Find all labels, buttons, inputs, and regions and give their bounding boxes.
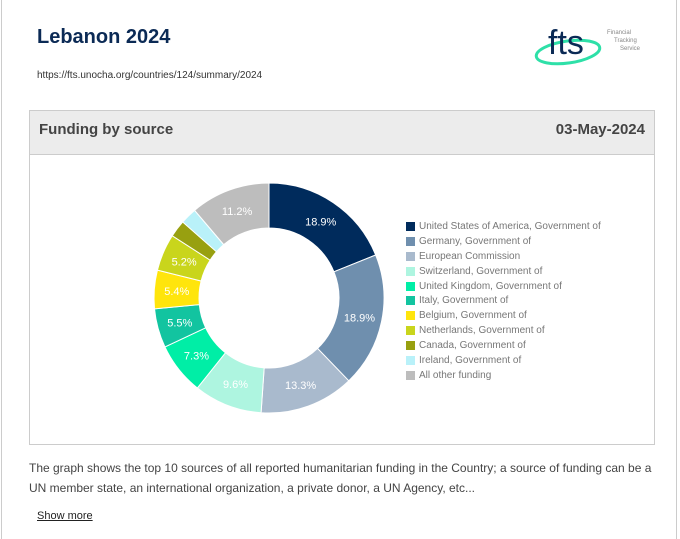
chart-description: The graph shows the top 10 sources of al… bbox=[29, 461, 652, 495]
page-title: Lebanon 2024 bbox=[37, 26, 171, 48]
legend-label: Ireland, Government of bbox=[419, 354, 522, 366]
legend-swatch bbox=[406, 355, 415, 365]
legend-swatch bbox=[406, 281, 415, 291]
legend-label: European Commission bbox=[419, 250, 521, 262]
slice-label: 11.2% bbox=[222, 206, 253, 218]
legend-item[interactable]: Belgium, Government of bbox=[406, 308, 601, 323]
svg-text:fts: fts bbox=[548, 24, 584, 62]
legend-item[interactable]: Italy, Government of bbox=[406, 293, 601, 308]
slice-label: 5.4% bbox=[164, 286, 189, 298]
legend-swatch bbox=[406, 341, 415, 351]
slice-label: 5.5% bbox=[167, 317, 192, 329]
legend-swatch bbox=[406, 370, 415, 380]
slice-label: 13.3% bbox=[285, 380, 316, 392]
legend-label: All other funding bbox=[419, 369, 492, 381]
legend-swatch bbox=[406, 221, 415, 231]
show-more-link[interactable]: Show more bbox=[37, 510, 93, 522]
legend-swatch bbox=[406, 236, 415, 246]
slice-label: 7.3% bbox=[184, 350, 209, 362]
legend-item[interactable]: All other funding bbox=[406, 368, 601, 383]
legend-swatch bbox=[406, 311, 415, 321]
section-date: 03-May-2024 bbox=[555, 121, 645, 138]
legend-label: Switzerland, Government of bbox=[419, 265, 543, 277]
legend-swatch bbox=[406, 266, 415, 276]
legend-item[interactable]: European Commission bbox=[406, 249, 601, 264]
legend-label: United States of America, Government of bbox=[419, 220, 601, 232]
legend-item[interactable]: Netherlands, Government of bbox=[406, 323, 601, 338]
legend-item[interactable]: United Kingdom, Government of bbox=[406, 279, 601, 294]
legend-label: Netherlands, Government of bbox=[419, 325, 545, 337]
legend-label: Belgium, Government of bbox=[419, 310, 527, 322]
chart-legend: United States of America, Government of G… bbox=[406, 219, 601, 383]
svg-text:Financial: Financial bbox=[607, 30, 631, 36]
slice-label: 18.9% bbox=[305, 216, 336, 228]
legend-item[interactable]: Canada, Government of bbox=[406, 338, 601, 353]
slice-label: 9.6% bbox=[223, 379, 248, 391]
legend-item[interactable]: Ireland, Government of bbox=[406, 353, 601, 368]
legend-swatch bbox=[406, 296, 415, 306]
source-url: https://fts.unocha.org/countries/124/sum… bbox=[37, 70, 263, 81]
legend-label: Canada, Government of bbox=[419, 340, 526, 352]
svg-text:Service: Service bbox=[620, 46, 641, 52]
section-title: Funding by source bbox=[39, 121, 174, 138]
chart-container bbox=[29, 154, 655, 445]
legend-label: Italy, Government of bbox=[419, 295, 509, 307]
legend-item[interactable]: Switzerland, Government of bbox=[406, 264, 601, 279]
legend-item[interactable]: Germany, Government of bbox=[406, 234, 601, 249]
fts-logo: fts Financial Tracking Service bbox=[534, 24, 641, 66]
legend-swatch bbox=[406, 251, 415, 261]
legend-item[interactable]: United States of America, Government of bbox=[406, 219, 601, 234]
slice-label: 18.9% bbox=[344, 312, 375, 324]
slice-10[interactable] bbox=[193, 182, 270, 246]
legend-label: United Kingdom, Government of bbox=[419, 280, 562, 292]
slice-label: 5.2% bbox=[172, 256, 197, 268]
section-header: Funding by source 03-May-2024 bbox=[29, 110, 655, 155]
legend-label: Germany, Government of bbox=[419, 235, 532, 247]
legend-swatch bbox=[406, 326, 415, 336]
svg-text:Tracking: Tracking bbox=[614, 38, 637, 44]
